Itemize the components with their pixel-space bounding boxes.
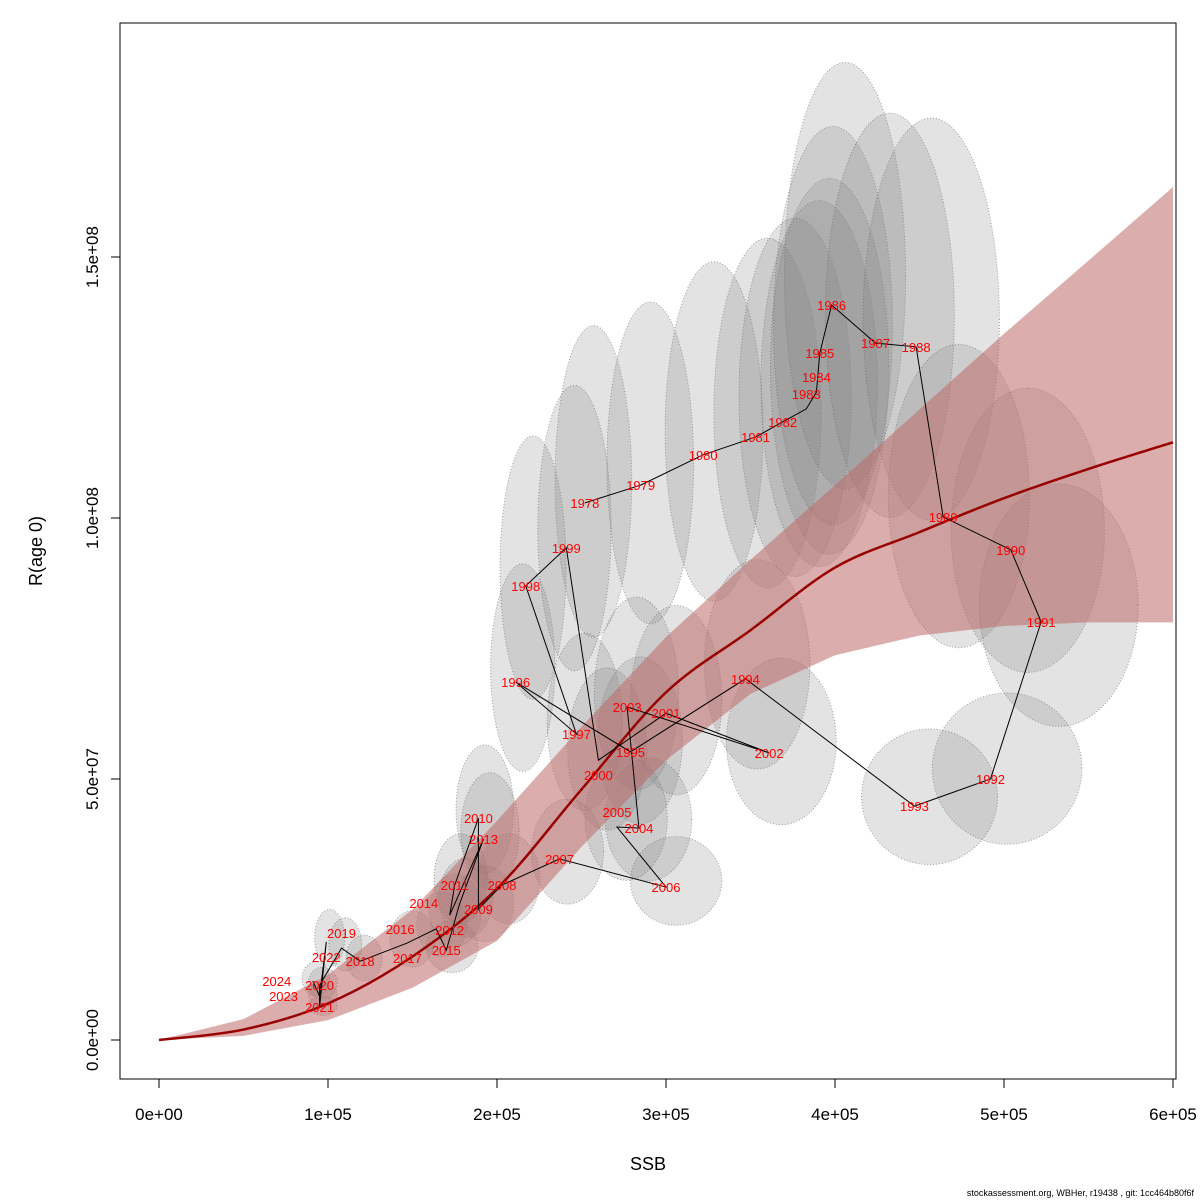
year-label-1989: 1989 — [929, 510, 958, 525]
year-label-2023: 2023 — [269, 989, 298, 1004]
year-label-1992: 1992 — [976, 772, 1005, 787]
year-label-2009: 2009 — [464, 902, 493, 917]
year-label-1980: 1980 — [689, 448, 718, 463]
year-label-1993: 1993 — [900, 799, 929, 814]
uncertainty-ellipse-1980 — [664, 261, 764, 602]
year-label-1984: 1984 — [802, 370, 831, 385]
year-label-2002: 2002 — [755, 746, 784, 761]
year-label-2012: 2012 — [435, 923, 464, 938]
year-label-1995: 1995 — [616, 745, 645, 760]
year-label-1985: 1985 — [805, 346, 834, 361]
year-label-2000: 2000 — [584, 768, 613, 783]
x-tick-label: 2e+05 — [473, 1105, 521, 1124]
year-label-2008: 2008 — [488, 878, 517, 893]
uncertainty-ellipse-1993 — [861, 728, 999, 866]
year-label-2005: 2005 — [603, 805, 632, 820]
year-label-1999: 1999 — [552, 541, 581, 556]
x-tick-label: 1e+05 — [304, 1105, 352, 1124]
uncertainty-ellipse-1985 — [773, 125, 893, 526]
year-label-1986: 1986 — [817, 298, 846, 313]
year-label-1983: 1983 — [792, 387, 821, 402]
year-label-2014: 2014 — [409, 896, 438, 911]
uncertainty-ellipse-1992 — [931, 692, 1083, 845]
year-label-2021: 2021 — [305, 1000, 334, 1015]
year-label-2015: 2015 — [432, 943, 461, 958]
uncertainty-ellipse-2002 — [725, 657, 837, 826]
year-label-1994: 1994 — [731, 672, 760, 687]
year-label-1996: 1996 — [501, 675, 530, 690]
footer-credit: stockassessment.org, WBHer, r19438 , git… — [966, 1188, 1194, 1198]
x-tick-label: 5e+05 — [980, 1105, 1028, 1124]
year-label-1982: 1982 — [768, 415, 797, 430]
year-label-1978: 1978 — [570, 496, 599, 511]
y-tick-label: 1.5e+08 — [83, 226, 102, 288]
uncertainty-ellipse-2006 — [630, 836, 723, 926]
x-tick-label: 6e+05 — [1149, 1105, 1197, 1124]
uncertainty-ellipse-2022 — [314, 908, 346, 967]
y-tick-label: 1.0e+08 — [83, 487, 102, 549]
year-label-2007: 2007 — [545, 852, 574, 867]
year-label-1997: 1997 — [562, 727, 591, 742]
year-label-2011: 2011 — [441, 878, 469, 893]
year-label-1998: 1998 — [511, 579, 540, 594]
x-tick-label: 0e+00 — [135, 1105, 183, 1124]
x-tick-label: 4e+05 — [811, 1105, 859, 1124]
year-label-2013: 2013 — [469, 832, 498, 847]
year-label-1981: 1981 — [741, 430, 770, 445]
year-label-2018: 2018 — [346, 954, 375, 969]
y-axis: 0.0e+00 5.0e+07 1.0e+08 1.5e+08 — [83, 226, 121, 1071]
y-tick-label: 0.0e+00 — [83, 1009, 102, 1071]
year-label-2016: 2016 — [386, 922, 415, 937]
x-axis: 0e+00 1e+05 2e+05 3e+05 4e+05 5e+05 6e+05 — [135, 1078, 1197, 1124]
year-label-2001: 2001 — [652, 706, 681, 721]
uncertainty-ellipse-1999 — [537, 384, 612, 672]
y-tick-label: 5.0e+07 — [83, 748, 102, 810]
uncertainty-ellipse-1998 — [499, 435, 567, 700]
uncertainty-ellipse-1979 — [606, 301, 695, 625]
uncertainty-ellipse-1978 — [554, 325, 633, 638]
year-label-1990: 1990 — [996, 543, 1025, 558]
year-trajectory-line — [312, 304, 1042, 1008]
year-label-2019: 2019 — [327, 926, 356, 941]
uncertainty-ellipse-1982 — [738, 217, 852, 577]
year-label-1979: 1979 — [626, 478, 655, 493]
year-label-2024: 2024 — [262, 974, 291, 989]
year-label-1991: 1991 — [1027, 615, 1056, 630]
year-label-2006: 2006 — [652, 880, 681, 895]
year-label-2010: 2010 — [464, 811, 493, 826]
year-label-2004: 2004 — [624, 821, 653, 836]
x-axis-label: SSB — [630, 1154, 666, 1174]
year-label-2017: 2017 — [393, 951, 422, 966]
year-label-1987: 1987 — [861, 336, 890, 351]
x-tick-label: 3e+05 — [642, 1105, 690, 1124]
y-axis-label: R(age 0) — [26, 516, 46, 586]
fit-curve — [158, 441, 1174, 1042]
fit-confidence-band — [159, 187, 1173, 1040]
year-label-2003: 2003 — [613, 700, 642, 715]
year-label-2022: 2022 — [312, 950, 341, 965]
year-label-1988: 1988 — [902, 340, 931, 355]
year-label-2020: 2020 — [305, 978, 334, 993]
